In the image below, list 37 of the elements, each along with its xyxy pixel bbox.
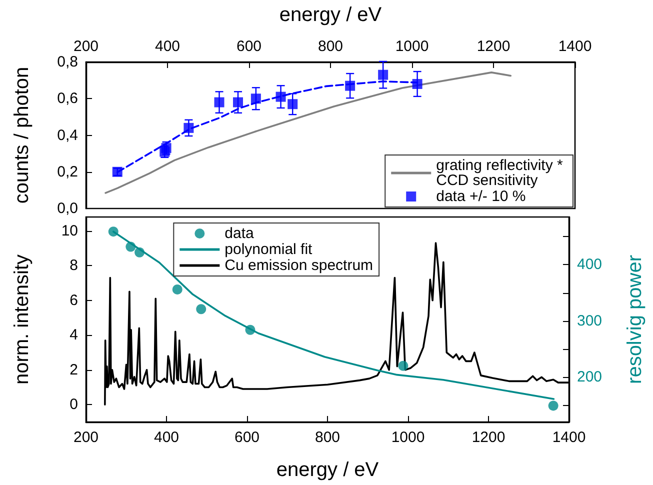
legend-label: polynomial fit — [224, 241, 314, 258]
x-tick-label: 800 — [314, 429, 340, 446]
legend-label: data +/- 10 % — [436, 188, 526, 205]
x-tick-label: 600 — [236, 38, 262, 55]
x-axis-title: energy / eV — [276, 459, 380, 481]
x-tick-label: 1200 — [472, 429, 506, 446]
x-tick-label: 1000 — [391, 429, 425, 446]
y-tick-label: 2 — [70, 361, 78, 378]
y-tick-label: 0,2 — [57, 163, 78, 180]
x-tick-label: 800 — [318, 38, 344, 55]
legend-label: Cu emission spectrum — [224, 257, 374, 274]
y-tick-label: 6 — [70, 292, 78, 309]
x-tick-label: 1400 — [558, 38, 592, 55]
y-tick-label: 0,6 — [57, 90, 78, 108]
x-tick-label: 200 — [73, 38, 99, 55]
y-tick-label: 10 — [61, 222, 78, 240]
y-tick-label: 0,0 — [57, 200, 78, 217]
y-tick-label: 0,8 — [57, 54, 78, 70]
y-axis-title: norm. intensity — [11, 254, 33, 385]
y-tick-label: 4 — [70, 326, 78, 344]
x-tick-label: 1000 — [395, 38, 429, 55]
y2-axis-title: resolvig power — [624, 254, 646, 384]
x-tick-label: 1400 — [552, 429, 586, 446]
y2-tick-label: 400 — [577, 256, 602, 274]
y-tick-label: 0 — [70, 396, 78, 414]
y2-tick-label: 200 — [577, 368, 602, 386]
x-tick-label: 600 — [234, 429, 260, 446]
x-axis-title: energy / eV — [279, 4, 382, 26]
y-tick-label: 0,4 — [57, 126, 78, 144]
legend-label: data — [224, 225, 255, 242]
x-tick-label: 400 — [154, 429, 180, 446]
y-tick-label: 8 — [70, 257, 78, 274]
y2-tick-label: 300 — [577, 312, 602, 330]
x-tick-label: 1200 — [476, 38, 510, 55]
y-axis-title: counts / photon — [11, 66, 33, 204]
x-tick-label: 200 — [73, 429, 99, 446]
x-tick-label: 400 — [154, 38, 180, 55]
